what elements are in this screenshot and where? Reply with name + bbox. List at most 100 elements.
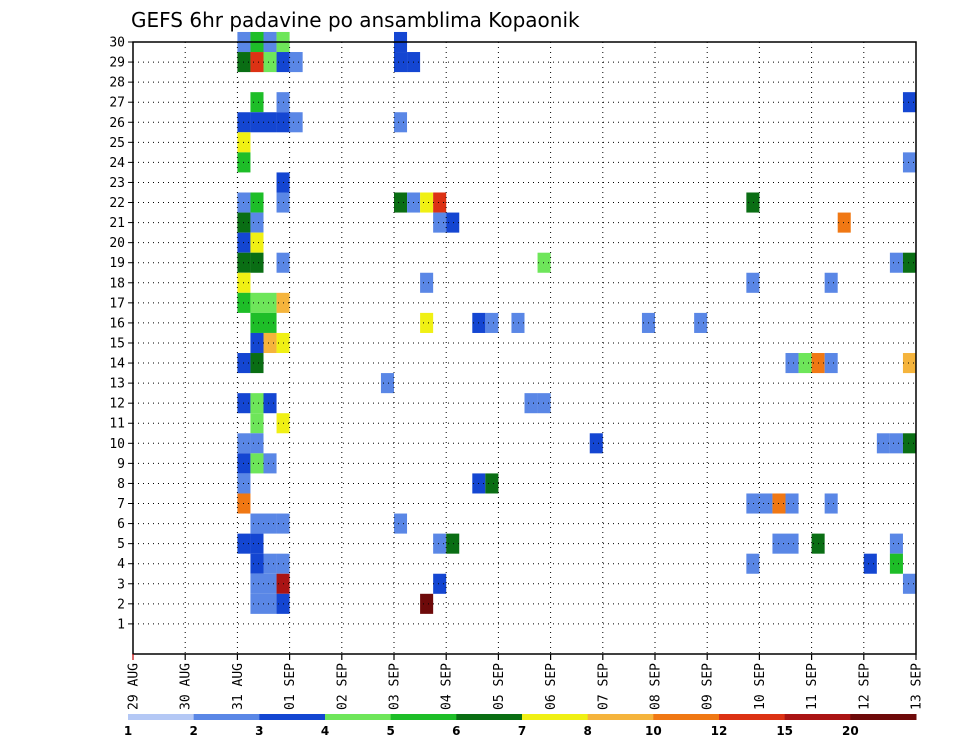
heatmap-cell [902, 433, 916, 454]
heatmap-cell [824, 493, 838, 514]
colorbar-swatch [587, 714, 654, 720]
heatmap-cell [824, 353, 838, 374]
heatmap-cell [250, 112, 264, 133]
y-axis: 1234567891011121314151617181920212223242… [109, 36, 133, 632]
colorbar-label: 20 [842, 724, 859, 738]
y-tick-label: 8 [117, 477, 125, 492]
heatmap-cell [263, 312, 277, 333]
heatmap-cell [250, 292, 264, 313]
y-tick-label: 25 [109, 136, 125, 151]
y-tick-label: 3 [117, 577, 125, 592]
y-tick-label: 17 [109, 296, 125, 311]
heatmap-cell [537, 252, 551, 273]
x-tick-label: 04 SEP [440, 663, 455, 710]
heatmap-cell [289, 112, 303, 133]
y-tick-label: 11 [109, 417, 125, 432]
heatmap-cell [250, 252, 264, 273]
colorbar-swatch [719, 714, 786, 720]
heatmap-cell [420, 272, 434, 293]
heatmap-cell [250, 192, 264, 213]
heatmap-cell [746, 272, 760, 293]
x-tick-label: 30 AUG [179, 663, 194, 710]
colorbar-label: 12 [711, 724, 728, 738]
heatmap-cell [263, 553, 277, 574]
heatmap-cell [250, 92, 264, 113]
heatmap-cell [250, 332, 264, 354]
plot-frame [132, 41, 917, 655]
chart-title: GEFS 6hr padavine po ansamblima Kopaonik [131, 8, 580, 32]
y-tick-label: 30 [109, 36, 125, 51]
y-tick-label: 1 [117, 617, 125, 632]
heatmap-cell [785, 493, 799, 514]
heatmap-cell [524, 393, 538, 414]
y-tick-label: 29 [109, 56, 125, 71]
heatmap-cell [446, 533, 460, 554]
heatmap-cell [394, 52, 408, 73]
colorbar-label: 5 [386, 724, 394, 738]
heatmap-cell [889, 533, 903, 554]
y-tick-label: 20 [109, 236, 125, 251]
colorbar-label: 1 [124, 724, 132, 738]
heatmap-cell [263, 453, 277, 474]
heatmap-cell [433, 192, 447, 213]
y-tick-label: 15 [109, 336, 125, 351]
heatmap-cell [420, 593, 434, 614]
colorbar-swatch [259, 714, 326, 720]
heatmap-cell [394, 513, 408, 534]
heatmap-cell [863, 553, 877, 574]
colorbar-label: 8 [583, 724, 591, 738]
heatmap-cell [394, 112, 408, 133]
y-tick-label: 14 [109, 357, 125, 372]
colorbar-swatch [325, 714, 392, 720]
colorbar: 1 2 3 4 5 6 7 8 10 12 15 20 [124, 714, 917, 738]
x-tick-label: 12 SEP [857, 663, 872, 710]
heatmap-cell [250, 312, 264, 333]
heatmap-cell [433, 533, 447, 554]
x-axis: 29 AUG 30 AUG 31 AUG 01 SEP 02 SEP 03 SEP 04 S… [127, 654, 925, 710]
y-tick-label: 5 [117, 537, 125, 552]
colorbar-label: 3 [255, 724, 263, 738]
heatmap-cell [250, 513, 264, 534]
y-tick-label: 24 [109, 156, 125, 171]
heatmap-cell [889, 433, 903, 454]
x-tick-label: 09 SEP [701, 663, 716, 710]
colorbar-label: 10 [645, 724, 662, 738]
heatmap-cell [250, 212, 264, 233]
heatmap-cell [433, 573, 447, 594]
heatmap-cell [889, 553, 903, 574]
heatmap-cell [263, 112, 277, 133]
heatmap-cell [394, 192, 408, 213]
heatmap-cell [250, 593, 264, 614]
heatmap-cell [250, 353, 264, 374]
heatmap-cell [746, 192, 760, 213]
heatmap-cell [263, 393, 277, 414]
colorbar-label: 4 [321, 724, 329, 738]
heatmap-cell [420, 192, 434, 213]
heatmap-cell [902, 353, 916, 374]
y-tick-label: 27 [109, 96, 125, 111]
heatmap-cell [380, 373, 394, 394]
heatmap-cells [237, 31, 916, 614]
colorbar-swatch [653, 714, 720, 720]
heatmap-cell [759, 493, 773, 514]
x-tick-label: 03 SEP [388, 663, 403, 710]
colorbar-label: 7 [518, 724, 526, 738]
heatmap-cell [433, 212, 447, 233]
heatmap-cell [798, 353, 812, 374]
heatmap-cell [902, 573, 916, 594]
x-tick-label: 02 SEP [335, 663, 350, 710]
heatmap-cell [250, 52, 264, 73]
heatmap-cell [250, 232, 264, 253]
heatmap-cell [824, 272, 838, 293]
heatmap-cell [746, 553, 760, 574]
y-tick-label: 23 [109, 176, 125, 191]
x-tick-label: 01 SEP [283, 663, 298, 710]
heatmap-cell [589, 433, 603, 454]
colorbar-label: 15 [776, 724, 793, 738]
y-tick-label: 13 [109, 377, 125, 392]
heatmap-cell [250, 393, 264, 414]
heatmap-cell [785, 533, 799, 554]
heatmap-cell [250, 573, 264, 594]
heatmap-cell [420, 312, 434, 333]
